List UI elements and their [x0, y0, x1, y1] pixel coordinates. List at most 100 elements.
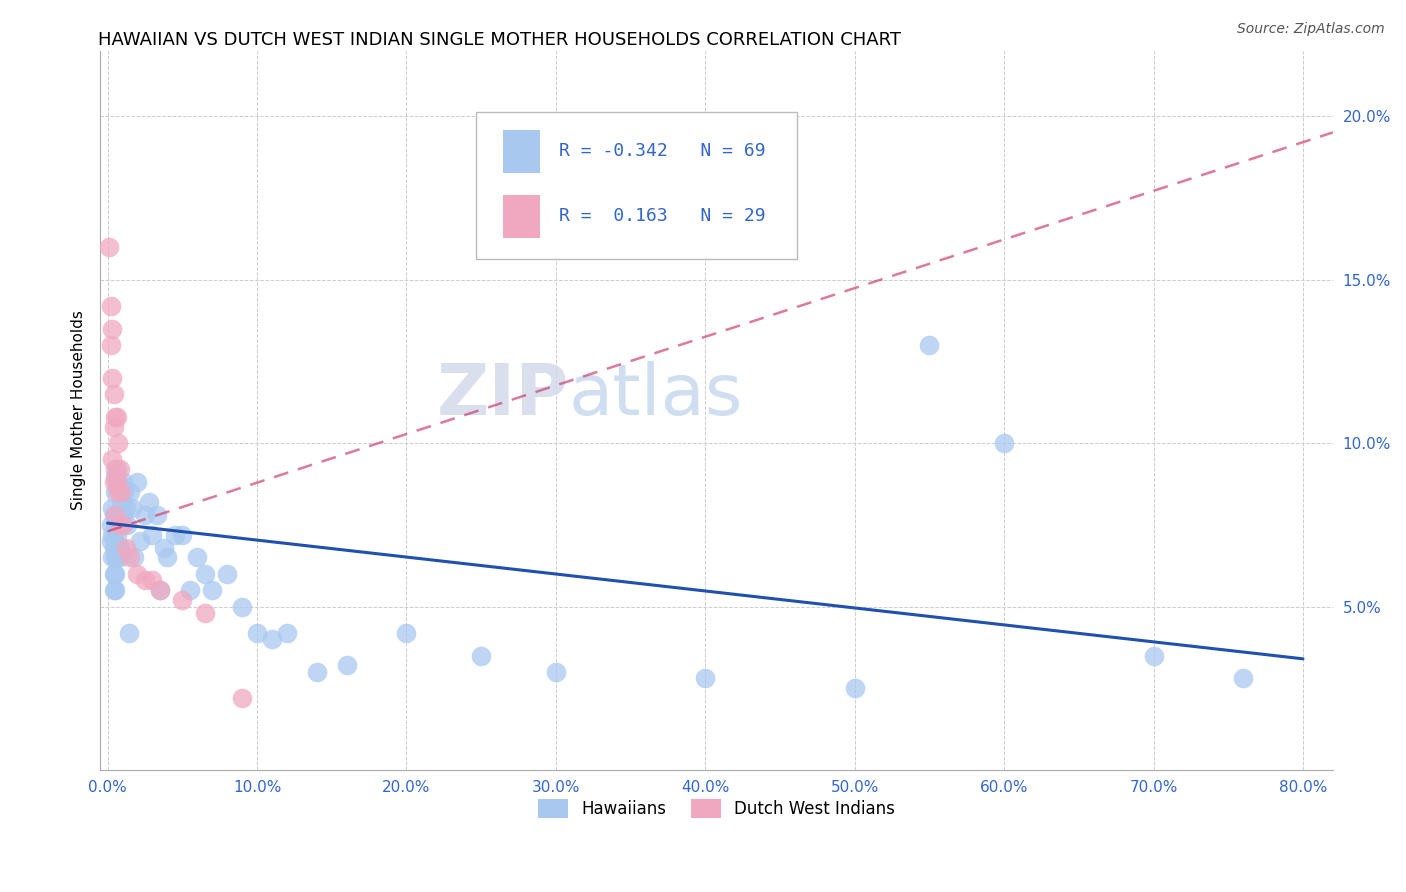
Point	[103, 541, 125, 555]
Point	[104, 550, 127, 565]
Point	[129, 534, 152, 549]
Point	[186, 550, 208, 565]
Point	[104, 409, 127, 424]
Point	[103, 419, 125, 434]
Point	[117, 625, 139, 640]
Point	[194, 606, 217, 620]
FancyBboxPatch shape	[503, 194, 540, 237]
Point	[695, 672, 717, 686]
Point	[217, 566, 239, 581]
Point	[231, 599, 253, 614]
Point	[172, 593, 194, 607]
Point	[110, 485, 132, 500]
Point	[104, 517, 127, 532]
Point	[918, 338, 941, 352]
Point	[100, 299, 122, 313]
Point	[844, 681, 866, 696]
Point	[127, 566, 149, 581]
Point	[201, 583, 224, 598]
Point	[111, 508, 134, 522]
Point	[110, 495, 132, 509]
Point	[194, 566, 217, 581]
Point	[395, 625, 418, 640]
Point	[118, 550, 141, 565]
Point	[108, 550, 131, 565]
Point	[100, 534, 122, 549]
Point	[101, 550, 124, 565]
Point	[134, 574, 156, 588]
Point	[105, 475, 128, 490]
Point	[105, 409, 128, 424]
Point	[470, 648, 492, 663]
Text: R = -0.342   N = 69: R = -0.342 N = 69	[558, 143, 765, 161]
Point	[104, 566, 127, 581]
Point	[124, 550, 146, 565]
Point	[105, 508, 128, 522]
Text: atlas: atlas	[568, 361, 742, 431]
Point	[104, 462, 127, 476]
Point	[1232, 672, 1254, 686]
Point	[108, 517, 131, 532]
Text: Source: ZipAtlas.com: Source: ZipAtlas.com	[1237, 22, 1385, 37]
Point	[103, 583, 125, 598]
Point	[111, 517, 134, 532]
Point	[108, 517, 131, 532]
Point	[114, 541, 136, 555]
Point	[141, 574, 163, 588]
Point	[105, 462, 128, 476]
Point	[156, 550, 179, 565]
Point	[103, 508, 125, 522]
Point	[111, 475, 134, 490]
Point	[107, 485, 129, 500]
Point	[104, 534, 127, 549]
Point	[107, 475, 129, 490]
Point	[112, 485, 135, 500]
Point	[1142, 648, 1164, 663]
FancyBboxPatch shape	[477, 112, 797, 260]
Point	[260, 632, 283, 647]
Point	[336, 658, 359, 673]
Point	[104, 468, 127, 483]
Point	[103, 566, 125, 581]
Point	[179, 583, 201, 598]
FancyBboxPatch shape	[503, 130, 540, 173]
Point	[141, 527, 163, 541]
Point	[114, 501, 136, 516]
Point	[276, 625, 298, 640]
Point	[104, 508, 127, 522]
Point	[305, 665, 328, 679]
Point	[104, 583, 127, 598]
Point	[107, 436, 129, 450]
Point	[101, 452, 124, 467]
Point	[108, 462, 131, 476]
Y-axis label: Single Mother Households: Single Mother Households	[72, 310, 86, 510]
Point	[146, 508, 169, 522]
Point	[127, 475, 149, 490]
Point	[231, 691, 253, 706]
Point	[172, 527, 194, 541]
Text: R =  0.163   N = 29: R = 0.163 N = 29	[558, 207, 765, 225]
Point	[121, 501, 143, 516]
Point	[107, 541, 129, 555]
Point	[101, 370, 124, 384]
Point	[108, 485, 131, 500]
Point	[101, 527, 124, 541]
Point	[107, 508, 129, 522]
Point	[138, 495, 160, 509]
Point	[101, 321, 124, 335]
Point	[115, 517, 138, 532]
Point	[105, 550, 128, 565]
Point	[105, 527, 128, 541]
Text: ZIP: ZIP	[436, 361, 568, 431]
Point	[149, 583, 172, 598]
Point	[246, 625, 269, 640]
Point	[153, 541, 176, 555]
Point	[544, 665, 567, 679]
Point	[163, 527, 186, 541]
Point	[103, 387, 125, 401]
Point	[110, 541, 132, 555]
Point	[100, 338, 122, 352]
Point	[104, 485, 127, 500]
Point	[98, 240, 121, 254]
Point	[105, 475, 128, 490]
